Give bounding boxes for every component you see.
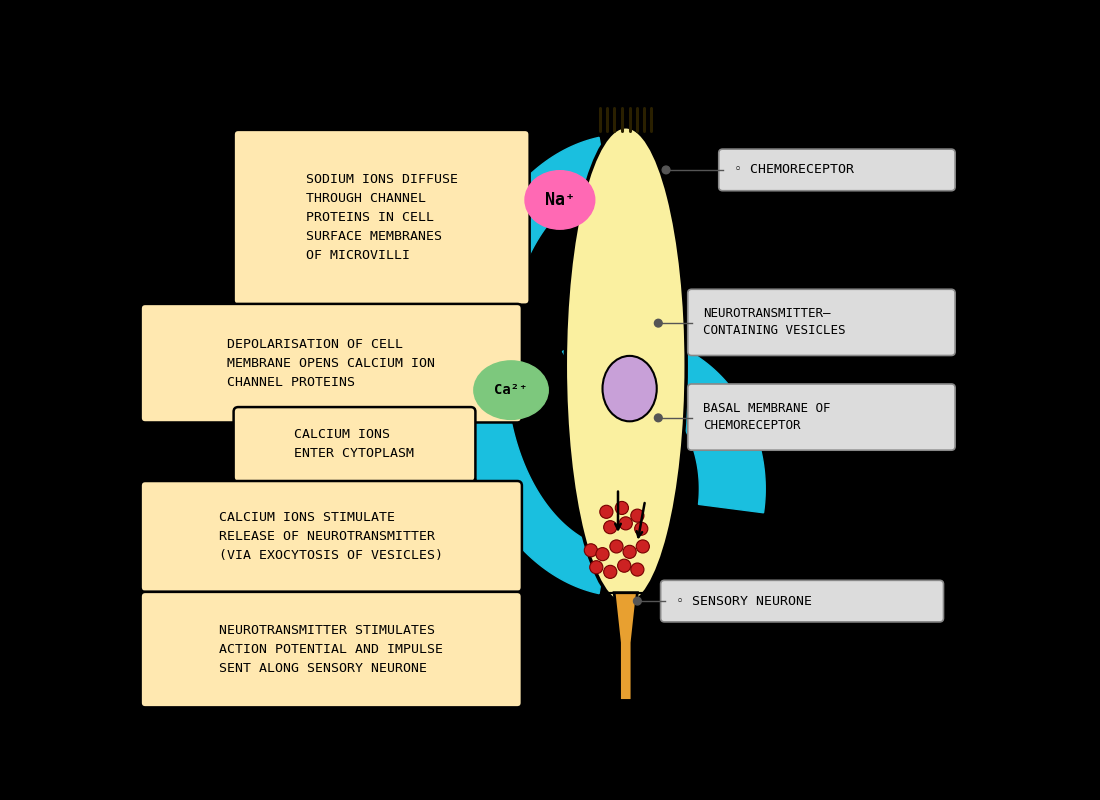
Ellipse shape [474, 361, 548, 419]
Circle shape [609, 540, 623, 553]
FancyBboxPatch shape [718, 149, 955, 190]
Circle shape [590, 561, 603, 574]
Polygon shape [562, 334, 766, 513]
Text: BASAL MEMBRANE OF
CHEMORECEPTOR: BASAL MEMBRANE OF CHEMORECEPTOR [703, 402, 830, 432]
FancyBboxPatch shape [233, 407, 475, 482]
Circle shape [662, 166, 670, 174]
Circle shape [635, 522, 648, 535]
Circle shape [619, 517, 632, 530]
FancyBboxPatch shape [688, 384, 955, 450]
Circle shape [584, 544, 597, 557]
Circle shape [654, 319, 662, 327]
Text: CALCIUM IONS STIMULATE
RELEASE OF NEUROTRANSMITTER
(VIA EXOCYTOSIS OF VESICLES): CALCIUM IONS STIMULATE RELEASE OF NEUROT… [219, 511, 443, 562]
FancyBboxPatch shape [688, 290, 955, 355]
Circle shape [654, 414, 662, 422]
Ellipse shape [525, 170, 595, 230]
Ellipse shape [603, 356, 657, 422]
FancyBboxPatch shape [141, 304, 521, 422]
FancyBboxPatch shape [141, 481, 521, 592]
Circle shape [634, 598, 641, 605]
Circle shape [615, 502, 628, 514]
Text: ◦ CHEMORECEPTOR: ◦ CHEMORECEPTOR [735, 163, 855, 177]
Circle shape [604, 521, 617, 534]
Text: Na⁺: Na⁺ [544, 191, 575, 209]
Text: Ca²⁺: Ca²⁺ [494, 383, 528, 397]
Circle shape [636, 540, 649, 553]
Text: DEPOLARISATION OF CELL
MEMBRANE OPENS CALCIUM ION
CHANNEL PROTEINS: DEPOLARISATION OF CELL MEMBRANE OPENS CA… [228, 338, 436, 389]
Text: SODIUM IONS DIFFUSE
THROUGH CHANNEL
PROTEINS IN CELL
SURFACE MEMBRANES
OF MICROV: SODIUM IONS DIFFUSE THROUGH CHANNEL PROT… [306, 173, 458, 262]
FancyBboxPatch shape [233, 130, 530, 305]
FancyBboxPatch shape [141, 592, 521, 707]
Circle shape [630, 563, 644, 576]
Circle shape [623, 546, 636, 558]
Circle shape [600, 506, 613, 518]
Circle shape [604, 566, 617, 578]
Circle shape [617, 559, 630, 572]
Text: ◦ SENSORY NEURONE: ◦ SENSORY NEURONE [676, 594, 812, 608]
Text: NEUROTRANSMITTER STIMULATES
ACTION POTENTIAL AND IMPULSE
SENT ALONG SENSORY NEUR: NEUROTRANSMITTER STIMULATES ACTION POTEN… [219, 624, 443, 675]
Polygon shape [614, 593, 637, 701]
Circle shape [596, 548, 609, 561]
Text: CALCIUM IONS
ENTER CYTOPLASM: CALCIUM IONS ENTER CYTOPLASM [295, 429, 415, 461]
FancyBboxPatch shape [661, 580, 944, 622]
Polygon shape [455, 138, 607, 594]
Text: NEUROTRANSMITTER–
CONTAINING VESICLES: NEUROTRANSMITTER– CONTAINING VESICLES [703, 307, 846, 338]
Circle shape [630, 509, 644, 522]
Ellipse shape [565, 126, 686, 604]
